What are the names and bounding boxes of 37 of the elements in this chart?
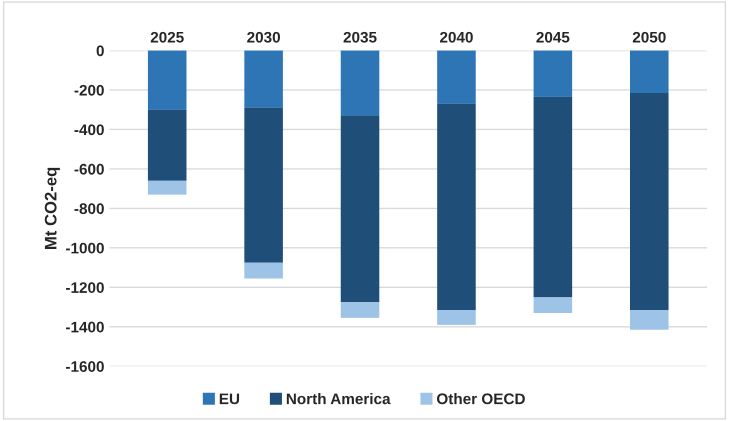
x-tick-label: 2040 bbox=[440, 32, 473, 43]
x-tick-label: 2030 bbox=[247, 32, 280, 43]
legend-label: North America bbox=[286, 393, 391, 404]
y-tick-label: -1200 bbox=[66, 282, 104, 294]
bar bbox=[437, 50, 476, 104]
legend-label: EU bbox=[220, 394, 240, 404]
bar bbox=[630, 310, 669, 330]
x-tick-label: 2045 bbox=[536, 32, 570, 43]
legend-label: Other OECD bbox=[436, 393, 525, 404]
y-tick-label: -800 bbox=[74, 203, 104, 214]
bar bbox=[630, 50, 669, 93]
bar bbox=[534, 50, 572, 97]
y-axis-title: Mt CO2-eq bbox=[44, 168, 60, 249]
y-tick-label: -1400 bbox=[66, 322, 104, 332]
bar bbox=[437, 310, 476, 325]
bar bbox=[340, 302, 380, 318]
y-tick-label: -600 bbox=[74, 164, 104, 175]
y-tick-label: 0 bbox=[96, 45, 104, 56]
bar bbox=[534, 297, 572, 313]
x-tick-label: 2050 bbox=[632, 32, 666, 43]
y-tick-label: -200 bbox=[74, 84, 104, 96]
bar bbox=[148, 50, 186, 110]
y-tick-label: -1000 bbox=[66, 242, 104, 254]
bar bbox=[148, 180, 186, 195]
bar bbox=[244, 50, 283, 108]
bar bbox=[148, 110, 186, 181]
bar bbox=[630, 92, 669, 310]
y-tick-label: -1600 bbox=[66, 361, 104, 372]
bar bbox=[244, 108, 283, 263]
x-tick-label: 2035 bbox=[344, 32, 377, 43]
bar bbox=[534, 96, 572, 298]
bar bbox=[437, 104, 476, 310]
bar bbox=[340, 50, 380, 116]
y-tick-label: -400 bbox=[74, 124, 104, 136]
bar bbox=[340, 116, 380, 302]
bar bbox=[244, 262, 283, 278]
x-tick-label: 2025 bbox=[150, 32, 184, 43]
